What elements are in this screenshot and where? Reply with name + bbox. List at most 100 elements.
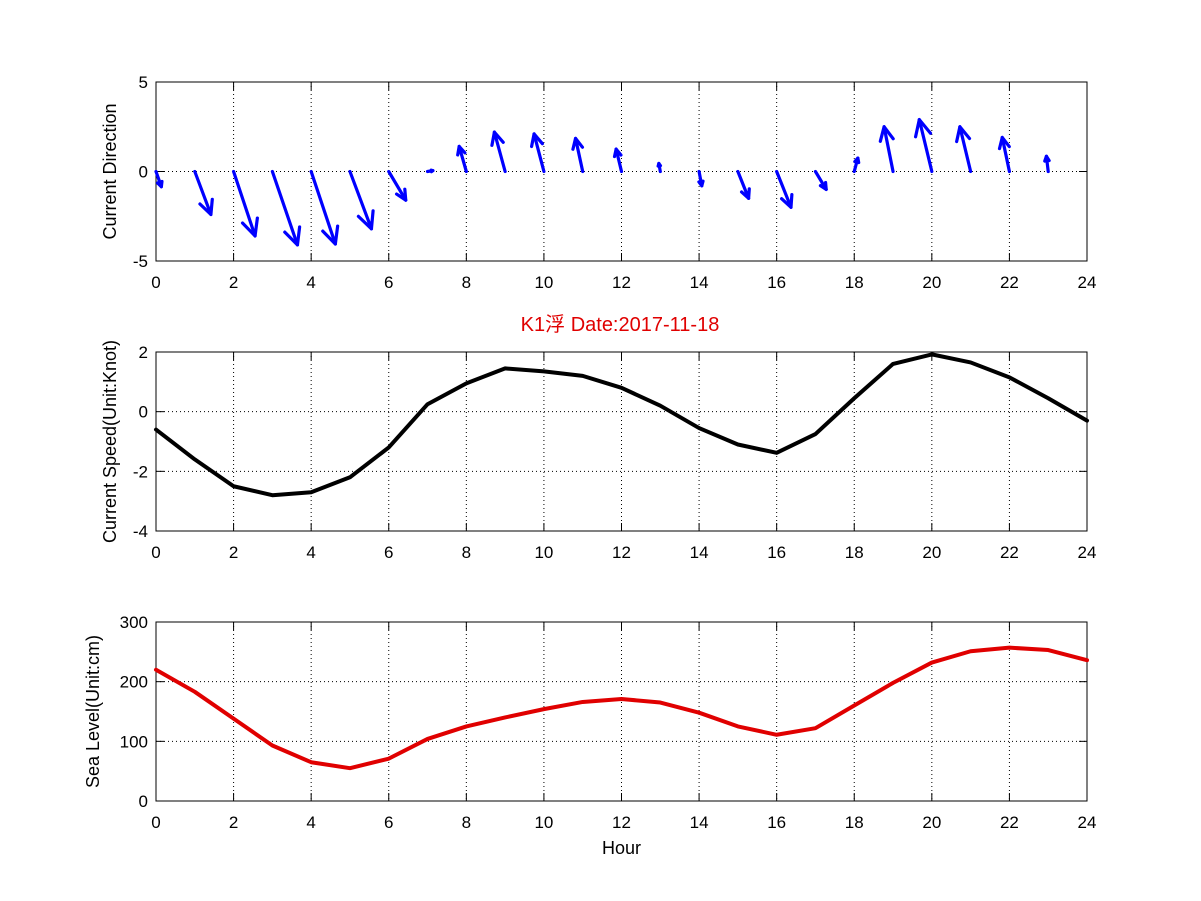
current-arrow bbox=[852, 156, 861, 174]
current-arrow bbox=[775, 169, 794, 209]
arrow-shaft bbox=[193, 169, 213, 217]
arrow-head bbox=[530, 132, 544, 149]
current-arrow bbox=[656, 161, 663, 174]
x-tick-label: 8 bbox=[462, 543, 471, 562]
y-tick-label: 0 bbox=[139, 403, 148, 422]
x-tick-label: 24 bbox=[1078, 813, 1097, 832]
current-arrow bbox=[530, 132, 546, 174]
current-arrow bbox=[913, 117, 934, 174]
x-tick-label: 10 bbox=[534, 273, 553, 292]
arrow-shaft bbox=[231, 169, 257, 238]
current-arrow bbox=[270, 169, 302, 247]
x-tick-label: 16 bbox=[767, 273, 786, 292]
x-tick-label: 14 bbox=[690, 543, 709, 562]
arrow-shaft bbox=[917, 117, 934, 174]
current-arrow bbox=[612, 147, 624, 174]
arrow-head bbox=[697, 179, 705, 188]
arrow-head bbox=[878, 125, 895, 143]
current-arrow bbox=[955, 125, 973, 174]
x-tick-label: 2 bbox=[229, 543, 238, 562]
arrow-shaft bbox=[348, 169, 374, 231]
x-tick-label: 2 bbox=[229, 273, 238, 292]
x-tick-label: 4 bbox=[306, 543, 315, 562]
current-arrow bbox=[154, 169, 164, 189]
y-tick-label: 100 bbox=[120, 732, 148, 751]
arrow-shaft bbox=[614, 147, 624, 174]
y-tick-label: -4 bbox=[133, 522, 148, 541]
sea-level-ylabel: Sea Level(Unit:cm) bbox=[83, 635, 103, 788]
x-tick-label: 12 bbox=[612, 543, 631, 562]
arrow-shaft bbox=[736, 169, 751, 200]
x-tick-label: 0 bbox=[151, 273, 160, 292]
x-tick-label: 2 bbox=[229, 813, 238, 832]
sea-level-series-line bbox=[154, 645, 1089, 771]
x-tick-label: 12 bbox=[612, 813, 631, 832]
y-tick-label: -2 bbox=[133, 462, 148, 481]
arrow-head bbox=[394, 187, 408, 202]
current-arrow bbox=[193, 169, 214, 217]
x-tick-label: 6 bbox=[384, 273, 393, 292]
arrow-shaft bbox=[573, 136, 585, 174]
current-arrow bbox=[1043, 154, 1051, 174]
current-arrow bbox=[456, 144, 468, 174]
arrow-head bbox=[429, 168, 435, 174]
x-tick-label: 8 bbox=[462, 813, 471, 832]
arrow-head bbox=[240, 216, 259, 238]
x-tick-label: 0 bbox=[151, 813, 160, 832]
x-tick-label: 4 bbox=[306, 273, 315, 292]
current-arrow bbox=[697, 169, 705, 188]
arrow-shaft bbox=[958, 125, 973, 174]
current-arrow bbox=[231, 169, 259, 238]
arrow-head bbox=[612, 147, 623, 159]
arrow-head bbox=[198, 197, 214, 217]
x-tick-label: 10 bbox=[534, 543, 553, 562]
arrow-head bbox=[571, 136, 585, 151]
arrow-shaft bbox=[387, 169, 408, 202]
current-arrow bbox=[736, 169, 751, 200]
arrow-head bbox=[1043, 154, 1051, 163]
current-arrow bbox=[425, 168, 435, 174]
x-tick-label: 14 bbox=[690, 273, 709, 292]
arrow-shaft bbox=[1000, 135, 1012, 174]
current-arrow bbox=[490, 130, 507, 174]
sea-level-xlabel: Hour bbox=[602, 838, 641, 858]
y-tick-label: 2 bbox=[139, 343, 148, 362]
x-tick-label: 20 bbox=[922, 273, 941, 292]
arrow-head bbox=[997, 135, 1011, 151]
arrow-head bbox=[739, 187, 751, 200]
x-tick-label: 8 bbox=[462, 273, 471, 292]
arrow-head bbox=[490, 130, 505, 147]
arrow-head bbox=[656, 161, 663, 168]
x-tick-label: 4 bbox=[306, 813, 315, 832]
figure-title: K1浮 Date:2017-11-18 bbox=[521, 313, 720, 336]
arrow-shaft bbox=[492, 130, 507, 174]
y-tick-label: 5 bbox=[139, 73, 148, 92]
arrow-shaft bbox=[882, 125, 895, 174]
x-tick-label: 18 bbox=[845, 273, 864, 292]
arrow-head bbox=[321, 224, 340, 246]
y-tick-label: 0 bbox=[139, 163, 148, 182]
arrow-head bbox=[456, 144, 467, 157]
x-tick-label: 22 bbox=[1000, 273, 1019, 292]
arrow-head bbox=[356, 209, 375, 231]
arrow-shaft bbox=[775, 169, 793, 209]
x-tick-label: 0 bbox=[151, 543, 160, 562]
x-tick-label: 10 bbox=[534, 813, 553, 832]
y-tick-label: 0 bbox=[139, 792, 148, 811]
arrow-head bbox=[283, 225, 302, 247]
x-tick-label: 6 bbox=[384, 543, 393, 562]
x-tick-label: 16 bbox=[767, 813, 786, 832]
y-tick-label: -5 bbox=[133, 252, 148, 271]
current-arrow bbox=[878, 125, 895, 174]
x-tick-label: 24 bbox=[1078, 543, 1097, 562]
current-arrow bbox=[571, 136, 585, 174]
x-tick-label: 16 bbox=[767, 543, 786, 562]
x-tick-label: 14 bbox=[690, 813, 709, 832]
y-tick-label: 300 bbox=[120, 613, 148, 632]
arrow-head bbox=[155, 179, 164, 189]
